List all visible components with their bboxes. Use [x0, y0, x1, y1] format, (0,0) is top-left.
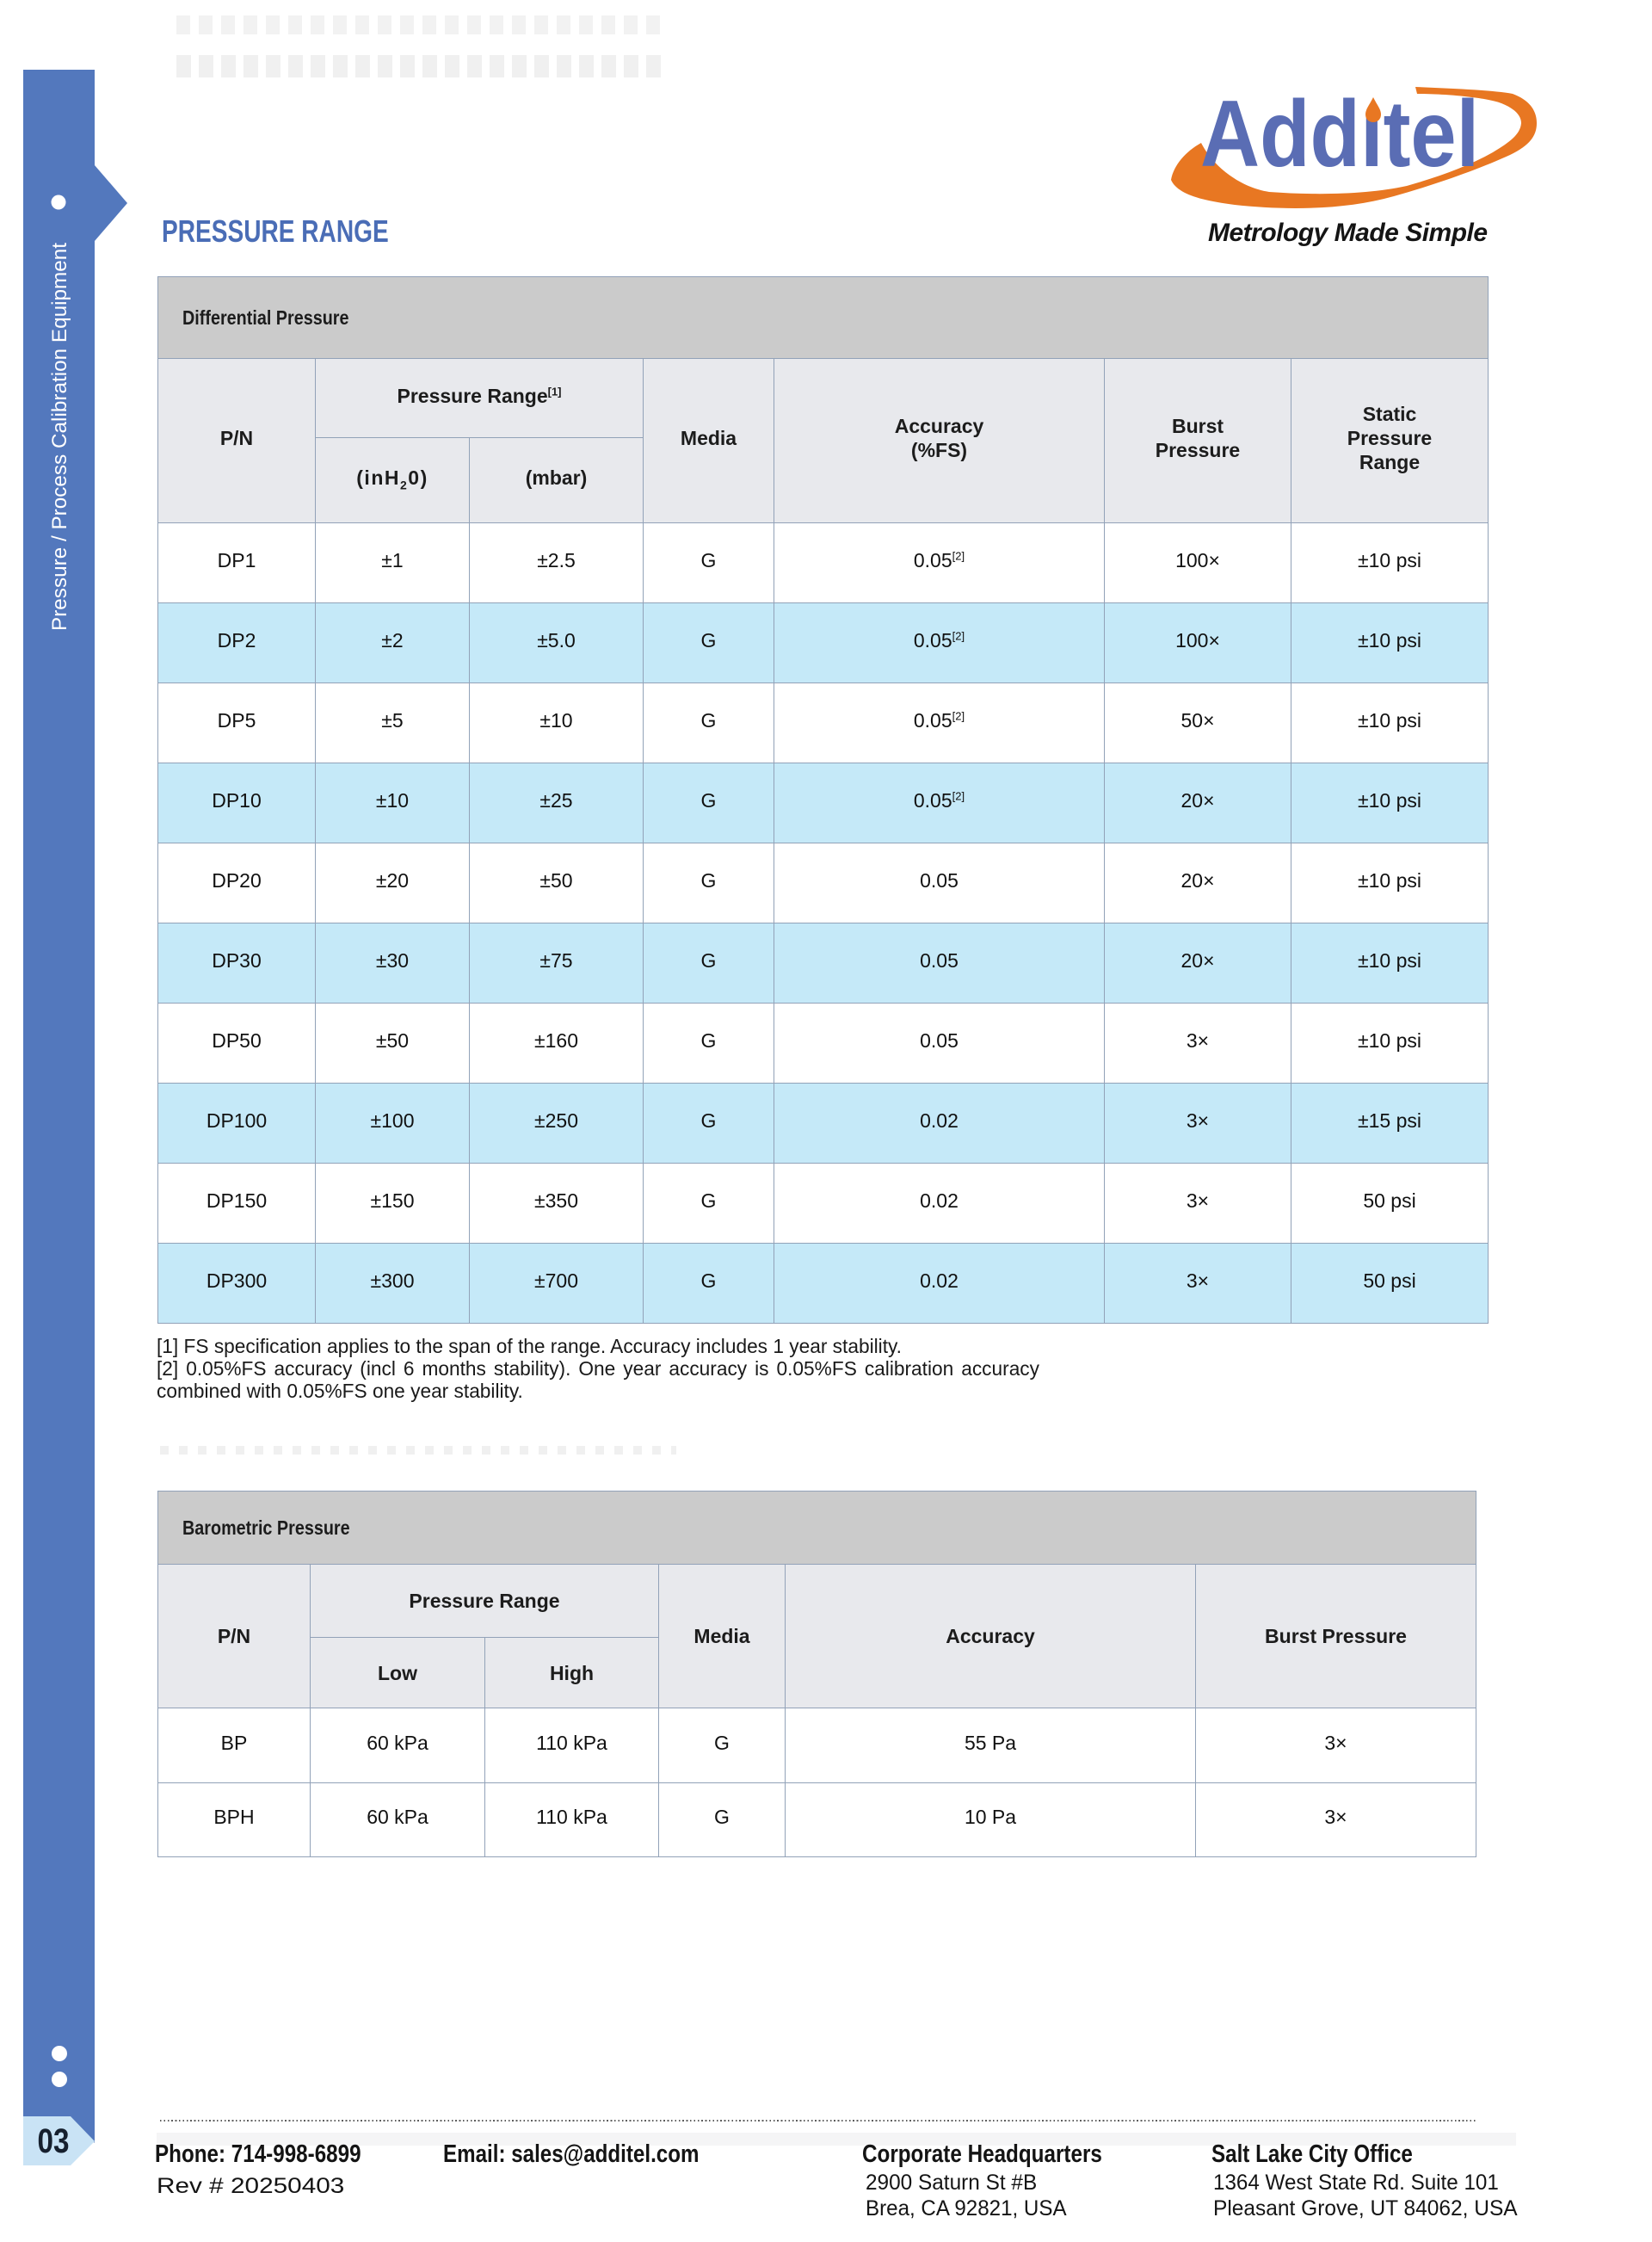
svg-text:Addıtel: Addıtel: [1200, 81, 1479, 187]
svg-text:Pressure / Process Calibration: Pressure / Process Calibration Equipment: [48, 243, 71, 631]
svg-text:03: 03: [38, 2122, 70, 2160]
